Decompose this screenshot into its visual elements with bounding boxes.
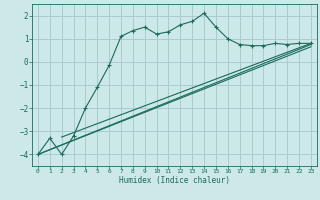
X-axis label: Humidex (Indice chaleur): Humidex (Indice chaleur) (119, 176, 230, 185)
